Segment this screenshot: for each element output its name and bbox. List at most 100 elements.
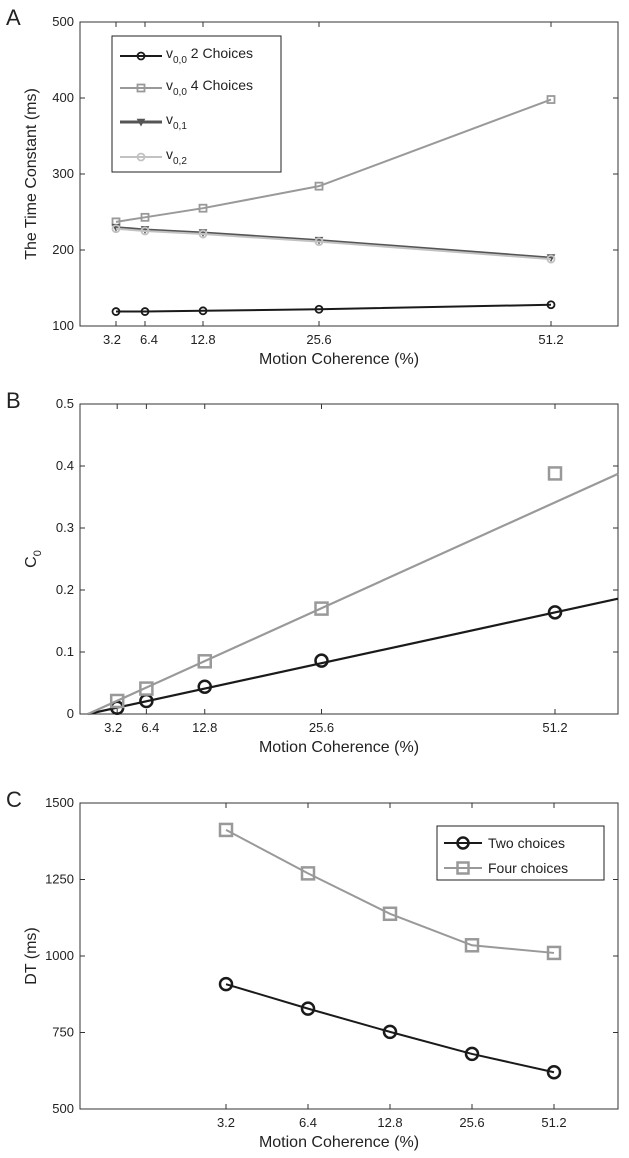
data-point [546,945,562,961]
x-tick-label: 25.6 [309,720,334,735]
y-tick-label: 1500 [45,795,74,810]
y-tick-label: 0 [67,706,74,721]
y-tick-label: 100 [52,318,74,333]
data-point [314,653,329,668]
legend-marker [456,861,470,875]
plot-frame [79,403,619,715]
x-tick-label: 25.6 [459,1115,484,1130]
x-tick-label: 3.2 [103,332,121,347]
legend: Two choices Four choices [436,825,605,881]
y-tick-label: 0.2 [56,582,74,597]
panel-letter: A [6,5,21,30]
data-point [314,181,324,191]
y-tick-label: 750 [52,1025,74,1040]
x-axis-label: Motion Coherence (%) [259,351,419,368]
legend-box [436,825,605,881]
fit-line [87,597,619,716]
data-point [546,1065,562,1080]
series-line [225,829,555,954]
data-point [218,976,234,992]
series-0 [87,597,619,716]
legend-label: Two choices [488,835,565,851]
data-point [300,866,316,881]
data-point [464,1046,480,1062]
series-1 [87,466,619,716]
panel-letter: C [6,787,22,812]
y-axis-label: DT (ms) [23,927,40,984]
x-tick-label: 12.8 [377,1115,402,1130]
x-tick-label: 3.2 [217,1115,235,1130]
data-point [314,237,324,247]
y-tick-label: 0.3 [56,520,74,535]
series-1 [218,822,562,961]
data-point [111,224,121,234]
x-tick-label: 51.2 [542,720,567,735]
series-line [115,227,552,261]
data-point [300,1001,316,1016]
y-axis-label: C0 [23,550,44,568]
x-tick-label: 6.4 [141,720,159,735]
y-tick-label: 500 [52,1101,74,1116]
x-tick-label: 25.6 [306,332,331,347]
chart-panel-c: C 500 750 1000 1250 1500 3.2 6.4 12.8 25.6 51.2 Mot… [6,787,619,1151]
data-point [109,693,125,709]
x-tick-label: 12.8 [190,332,215,347]
chart-panel-a: A 100 200 300 400 500 3.2 6.4 12.8 25.6 51.2 Motion… [6,5,619,368]
y-tick-label: 0.4 [56,458,74,473]
legend-marker [136,51,146,61]
series-line [115,98,552,223]
y-tick-label: 1000 [45,948,74,963]
x-tick-label: 51.2 [538,332,563,347]
legend-label: v0,0 4 Choices [166,77,253,98]
data-point [547,466,563,481]
legend-marker [136,83,146,93]
data-point [197,679,212,694]
panel-letter: B [6,388,21,413]
legend-marker [136,118,146,127]
data-point [111,307,121,316]
data-point [198,203,208,213]
x-axis-label: Motion Coherence (%) [259,1134,419,1151]
data-point [314,601,329,616]
data-point [140,307,150,316]
y-tick-label: 0.1 [56,644,74,659]
series-0 [218,976,562,1080]
y-tick-label: 0.5 [56,396,74,411]
data-point [197,654,212,669]
series-line [116,303,552,313]
x-tick-label: 51.2 [541,1115,566,1130]
x-axis-label: Motion Coherence (%) [259,739,419,756]
legend-label: v0,0 2 Choices [166,45,253,66]
data-point [547,605,563,620]
data-point [140,212,150,222]
x-tick-label: 6.4 [140,332,158,347]
y-tick-label: 300 [52,166,74,181]
y-tick-label: 200 [52,242,74,257]
chart-panel-b: B 0 0.1 0.2 0.3 0.4 0.5 3.2 6.4 12.8 25.6 51.2 Motio… [6,388,619,756]
data-point [198,306,208,316]
data-point [546,254,556,264]
legend-label: Four choices [488,860,568,876]
y-tick-label: 400 [52,90,74,105]
data-point [382,1024,398,1040]
y-tick-label: 1250 [45,872,74,887]
data-point [140,226,150,236]
x-tick-label: 12.8 [192,720,217,735]
x-tick-label: 6.4 [299,1115,317,1130]
data-point [314,304,324,314]
legend-marker [456,836,470,850]
data-point [546,300,556,310]
data-point [218,822,234,838]
y-axis-label: The Time Constant (ms) [23,88,40,260]
series-line [225,983,555,1074]
x-tick-label: 3.2 [104,720,122,735]
series-3 [111,224,556,264]
data-point [464,938,480,953]
legend-marker [136,152,146,162]
fit-line [87,472,619,716]
y-tick-label: 500 [52,14,74,29]
data-point [198,229,208,239]
series-0 [111,300,556,316]
